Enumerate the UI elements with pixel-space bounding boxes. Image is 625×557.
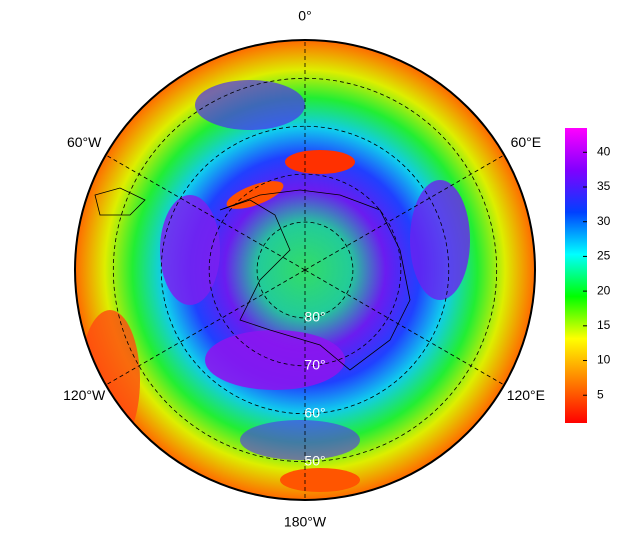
latitude-label: 70° [304,357,325,373]
colorbar-tick-label: 25 [597,249,611,263]
labels: 80° 70° 60° 50° 0° 60°E 120°E 180°W 120°W 60°W [63,8,545,530]
colorbar-tick-label: 40 [597,144,611,158]
longitude-label: 180°W [284,514,327,530]
meridian-line [105,269,306,386]
colorbar-tick-label: 10 [597,353,611,367]
longitude-label: 120°E [507,387,545,403]
longitude-label: 60°W [67,134,102,150]
meridian-line [304,269,505,386]
colorbar-tick-label: 30 [597,214,611,228]
latitude-circle [208,173,402,367]
latitude-circle [112,77,498,463]
meridian-line [304,154,505,271]
latitude-label: 50° [304,452,325,468]
map-boundary [74,39,536,501]
meridian-line [105,154,306,271]
colorbar-tick-label: 15 [597,318,611,332]
colorbar: 5 10 15 20 25 30 35 40 [565,128,611,423]
coastline [94,187,411,371]
latitude-label: 80° [304,309,325,325]
colorbar-tick-label: 20 [597,283,611,297]
latitude-label: 60° [304,404,325,420]
colorbar-tick-label: 5 [597,387,604,401]
longitude-label: 60°E [511,134,542,150]
colorbar-ramp [565,128,587,423]
latitude-circle [256,221,354,319]
colorbar-tick-label: 35 [597,179,611,193]
longitude-label: 120°W [63,387,106,403]
graticule [105,40,505,500]
longitude-label: 0° [298,8,311,24]
